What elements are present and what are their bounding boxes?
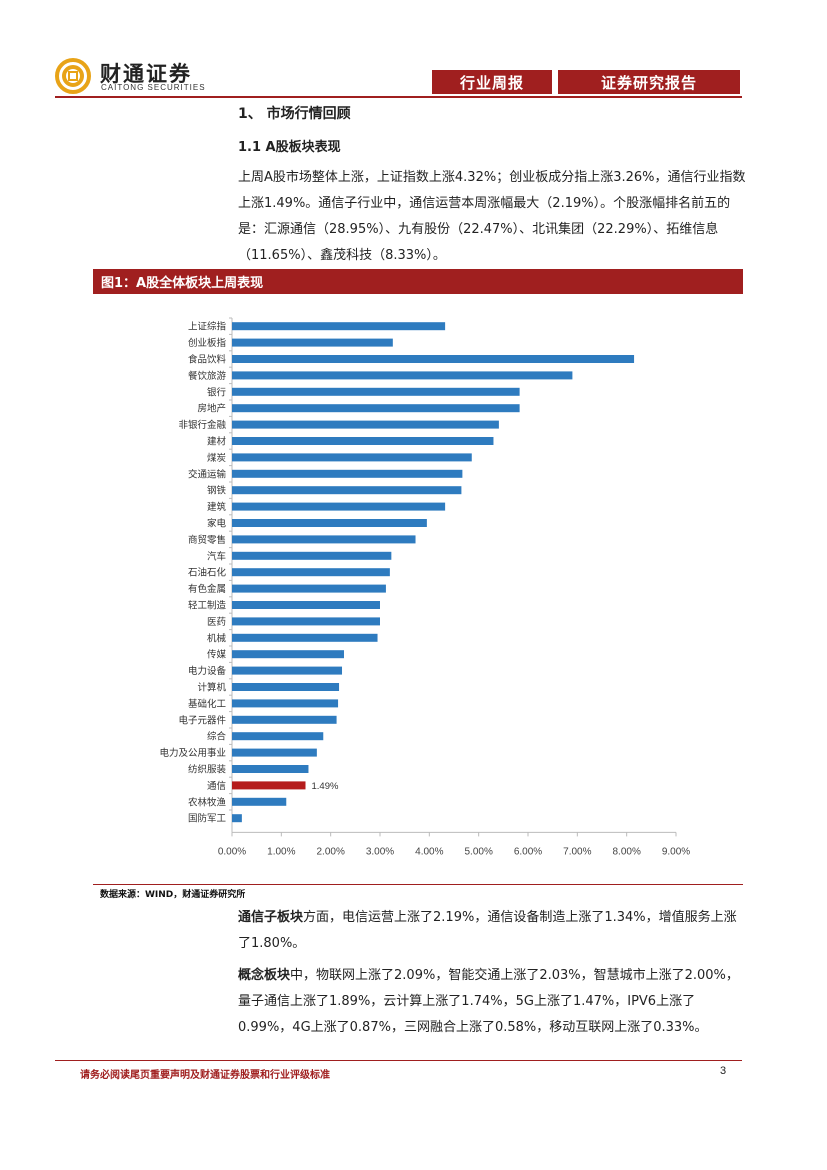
report-category-tag: 证券研究报告 (558, 70, 740, 94)
market-summary-paragraph: 上周A股市场整体上涨，上证指数上涨4.32%；创业板成分指上涨3.26%，通信行… (238, 170, 746, 263)
category-label: 煤炭 (207, 452, 227, 464)
bar (232, 617, 380, 626)
caitong-logo-icon (55, 58, 91, 94)
subsection-title: 1.1 A股板块表现 (238, 140, 341, 155)
section-title: 1、 市场行情回顾 (238, 106, 351, 122)
bar (232, 781, 306, 790)
footer-divider (55, 1060, 742, 1061)
bar (232, 568, 390, 577)
category-label: 通信 (207, 780, 226, 792)
category-label: 食品饮料 (188, 354, 227, 366)
logo-chinese-name: 财通证券 (100, 61, 192, 86)
bar (232, 699, 339, 708)
footer-disclaimer: 请务必阅读尾页重要声明及财通证券股票和行业评级标准 (80, 1070, 330, 1081)
x-tick-label: 5.00% (464, 846, 492, 857)
category-label: 基础化工 (188, 698, 227, 710)
data-label: 1.49% (312, 781, 339, 792)
x-tick-label: 0.00% (218, 846, 246, 857)
bar (232, 650, 344, 659)
bar (232, 765, 309, 773)
category-label: 非银行金融 (178, 419, 226, 431)
bar (232, 551, 392, 560)
bar (232, 732, 324, 741)
bar (232, 748, 317, 757)
sector-performance-chart: 上证综指创业板指食品饮料餐饮旅游银行房地产非银行金融建材煤炭交通运输钢铁建筑家电… (159, 317, 690, 857)
category-label: 电子元器件 (178, 714, 226, 726)
category-label: 上证综指 (188, 321, 227, 333)
x-tick-label: 6.00% (514, 846, 542, 857)
x-tick-label: 7.00% (563, 846, 591, 857)
bar (232, 322, 446, 331)
category-label: 机械 (207, 632, 227, 644)
category-label: 国防军工 (188, 813, 227, 825)
telecom-subsector-paragraph: 通信子板块方面，电信运营上涨了2.19%，通信设备制造上涨了1.34%，增值服务… (238, 905, 748, 957)
x-tick-label: 4.00% (415, 846, 443, 857)
concept-sector-text: 中，物联网上涨了2.09%，智能交通上涨了2.03%，智慧城市上涨了2.00%，… (238, 968, 739, 1035)
bar (232, 814, 242, 823)
category-label: 医药 (207, 617, 226, 628)
page-number: 3 (720, 1065, 727, 1077)
category-label: 创业板指 (188, 337, 227, 349)
category-label: 房地产 (197, 403, 226, 415)
bar (232, 420, 499, 429)
bar (232, 601, 380, 609)
bar (232, 683, 340, 691)
bar (232, 404, 520, 413)
bar (232, 453, 472, 462)
bar (232, 486, 462, 495)
source-divider (93, 884, 743, 885)
x-tick-label: 1.00% (267, 846, 295, 857)
bar (232, 387, 520, 396)
data-source-note: 数据来源：WIND，财通证券研究所 (100, 890, 246, 900)
bar (232, 797, 287, 806)
category-label: 家电 (207, 518, 227, 530)
x-tick-label: 2.00% (316, 846, 344, 857)
bar (232, 502, 446, 511)
logo-english-name: CAITONG SECURITIES (101, 83, 206, 92)
category-label: 交通运输 (188, 468, 227, 480)
header-divider (55, 96, 742, 98)
category-label: 汽车 (207, 550, 226, 562)
category-label: 电力设备 (188, 665, 227, 677)
bar (232, 371, 573, 380)
category-label: 电力及公用事业 (159, 747, 226, 759)
category-label: 轻工制造 (188, 600, 227, 612)
category-label: 传媒 (207, 649, 227, 661)
category-label: 有色金属 (188, 583, 226, 595)
category-label: 建筑 (207, 501, 227, 513)
bar (232, 437, 494, 445)
category-label: 钢铁 (207, 485, 227, 497)
category-label: 计算机 (197, 682, 226, 694)
telecom-subsector-text: 方面，电信运营上涨了2.19%，通信设备制造上涨了1.34%，增值服务上涨了1.… (238, 910, 737, 951)
telecom-subsector-label: 通信子板块 (238, 910, 304, 925)
concept-sector-paragraph: 概念板块中，物联网上涨了2.09%，智能交通上涨了2.03%，智慧城市上涨了2.… (238, 963, 748, 1041)
bar (232, 666, 343, 675)
category-label: 商贸零售 (188, 534, 226, 546)
category-label: 银行 (207, 386, 227, 398)
bar (232, 535, 416, 544)
bar (232, 715, 337, 724)
figure-title-bar: 图1：A股全体板块上周表现 (93, 269, 743, 294)
category-label: 建材 (207, 436, 227, 448)
category-label: 农林牧渔 (188, 796, 227, 808)
category-label: 餐饮旅游 (188, 370, 227, 382)
category-label: 纺织服装 (188, 764, 227, 776)
x-tick-label: 9.00% (662, 846, 690, 857)
report-type-tag: 行业周报 (432, 70, 552, 94)
x-tick-label: 8.00% (612, 846, 640, 857)
category-label: 综合 (207, 731, 227, 743)
bar (232, 469, 463, 478)
x-tick-label: 3.00% (366, 846, 394, 857)
category-label: 石油石化 (188, 567, 227, 579)
bar (232, 584, 386, 593)
bar (232, 338, 393, 347)
bar (232, 519, 427, 527)
bar (232, 633, 378, 642)
concept-sector-label: 概念板块 (238, 968, 291, 983)
bar (232, 355, 635, 363)
